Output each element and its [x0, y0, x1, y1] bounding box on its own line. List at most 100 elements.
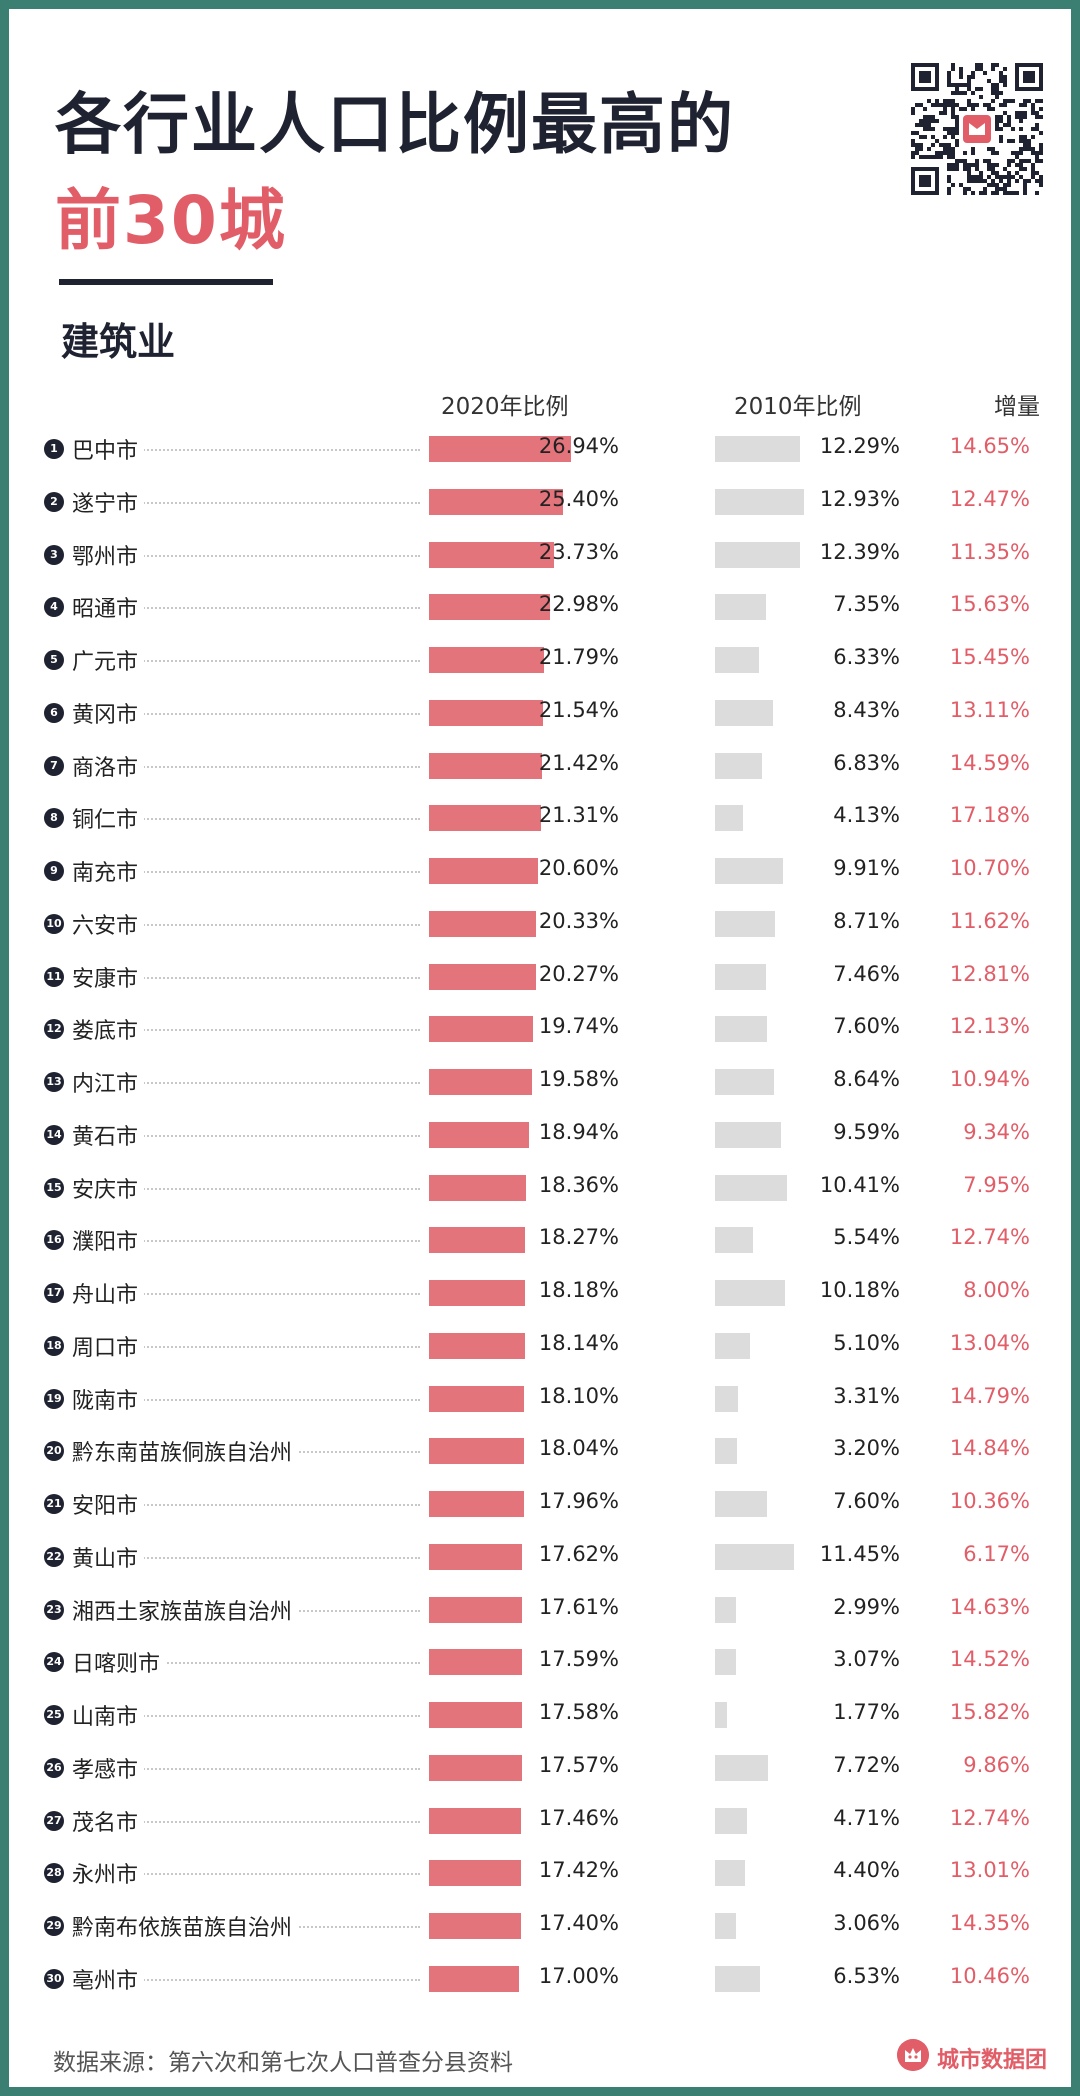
table-row: 12 娄底市 19.74% 7.60% 12.13% [9, 1002, 1071, 1055]
bar-2020 [429, 489, 563, 515]
city-name: 安阳市 [72, 1488, 145, 1520]
city-name: 商洛市 [72, 750, 145, 782]
bar-2010 [715, 911, 775, 937]
value-2010: 3.31% [833, 1384, 900, 1408]
value-2020: 25.40% [538, 487, 619, 511]
value-increase: 14.52% [949, 1647, 1030, 1671]
rank-badge: 7 [44, 756, 64, 776]
city-name: 遂宁市 [72, 486, 145, 518]
bar-2010 [715, 858, 783, 884]
rank-badge: 21 [44, 1494, 64, 1514]
bar-2010 [715, 1597, 736, 1623]
city-name: 巴中市 [72, 433, 145, 465]
rank-badge: 19 [44, 1389, 64, 1409]
bar-2010 [715, 1069, 774, 1095]
bar-2020 [429, 542, 554, 568]
leader-dots [72, 713, 420, 715]
bar-2020 [429, 1333, 525, 1359]
leader-dots [72, 1135, 420, 1137]
city-name: 广元市 [72, 644, 145, 676]
bar-2010 [715, 1175, 787, 1201]
city-name: 黄冈市 [72, 697, 145, 729]
value-increase: 13.11% [949, 698, 1030, 722]
value-increase: 15.63% [949, 592, 1030, 616]
value-increase: 13.04% [949, 1331, 1030, 1355]
bar-2020 [429, 1966, 519, 1992]
leader-dots [72, 1399, 420, 1401]
leader-dots [72, 1240, 420, 1242]
rank-badge: 5 [44, 650, 64, 670]
table-row: 6 黄冈市 21.54% 8.43% 13.11% [9, 686, 1071, 739]
city-name: 孝感市 [72, 1752, 145, 1784]
bar-2010 [715, 1755, 768, 1781]
bar-2020 [429, 1755, 522, 1781]
value-2020: 18.94% [538, 1120, 619, 1144]
value-2020: 18.04% [538, 1436, 619, 1460]
city-name: 茂名市 [72, 1805, 145, 1837]
city-name: 舟山市 [72, 1277, 145, 1309]
value-2010: 12.29% [819, 434, 900, 458]
table-row: 29 黔南布依族苗族自治州 17.40% 3.06% 14.35% [9, 1899, 1071, 1952]
city-name: 安庆市 [72, 1172, 145, 1204]
bar-2010 [715, 1649, 736, 1675]
leader-dots [72, 1821, 420, 1823]
value-2020: 17.62% [538, 1542, 619, 1566]
value-2020: 21.54% [538, 698, 619, 722]
value-2010: 4.13% [833, 803, 900, 827]
bar-2020 [429, 1491, 524, 1517]
value-2010: 6.33% [833, 645, 900, 669]
rank-badge: 1 [44, 439, 64, 459]
table-row: 4 昭通市 22.98% 7.35% 15.63% [9, 580, 1071, 633]
value-2010: 4.40% [833, 1858, 900, 1882]
bar-2010 [715, 1860, 745, 1886]
bar-2010 [715, 1808, 747, 1834]
bar-2010 [715, 805, 743, 831]
leader-dots [72, 555, 420, 557]
city-name: 山南市 [72, 1699, 145, 1731]
value-2020: 26.94% [538, 434, 619, 458]
value-2020: 17.59% [538, 1647, 619, 1671]
value-2010: 7.46% [833, 962, 900, 986]
value-2010: 6.53% [833, 1964, 900, 1988]
table-row: 25 山南市 17.58% 1.77% 15.82% [9, 1688, 1071, 1741]
value-2010: 3.20% [833, 1436, 900, 1460]
value-2020: 20.60% [538, 856, 619, 880]
city-name: 陇南市 [72, 1383, 145, 1415]
rank-badge: 23 [44, 1600, 64, 1620]
table-row: 7 商洛市 21.42% 6.83% 14.59% [9, 739, 1071, 792]
value-2010: 9.59% [833, 1120, 900, 1144]
table-row: 22 黄山市 17.62% 11.45% 6.17% [9, 1530, 1071, 1583]
bar-2020 [429, 858, 538, 884]
value-increase: 14.35% [949, 1911, 1030, 1935]
table-row: 8 铜仁市 21.31% 4.13% 17.18% [9, 791, 1071, 844]
city-name: 亳州市 [72, 1963, 145, 1995]
rank-badge: 11 [44, 967, 64, 987]
rank-badge: 9 [44, 861, 64, 881]
title-divider [59, 279, 273, 285]
value-2020: 18.36% [538, 1173, 619, 1197]
table-row: 18 周口市 18.14% 5.10% 13.04% [9, 1319, 1071, 1372]
value-2010: 8.64% [833, 1067, 900, 1091]
bar-2020 [429, 1913, 521, 1939]
value-2010: 7.35% [833, 592, 900, 616]
table-row: 9 南充市 20.60% 9.91% 10.70% [9, 844, 1071, 897]
city-name: 内江市 [72, 1066, 145, 1098]
leader-dots [72, 1557, 420, 1559]
table-row: 23 湘西土家族苗族自治州 17.61% 2.99% 14.63% [9, 1583, 1071, 1636]
value-2010: 10.41% [819, 1173, 900, 1197]
rank-badge: 15 [44, 1178, 64, 1198]
leader-dots [72, 1662, 420, 1664]
value-2020: 17.57% [538, 1753, 619, 1777]
rank-badge: 16 [44, 1230, 64, 1250]
value-2020: 18.18% [538, 1278, 619, 1302]
value-2010: 7.60% [833, 1014, 900, 1038]
rank-badge: 17 [44, 1283, 64, 1303]
value-2010: 11.45% [819, 1542, 900, 1566]
value-2010: 7.72% [833, 1753, 900, 1777]
bar-2020 [429, 436, 571, 462]
industry-subtitle: 建筑业 [61, 320, 176, 364]
value-2020: 17.96% [538, 1489, 619, 1513]
chart-card: 各行业人口比例最高的 前30城 建筑业 2020年比例 2010年比例 增量 1… [9, 9, 1071, 2087]
bar-2010 [715, 1491, 767, 1517]
city-name: 六安市 [72, 908, 145, 940]
